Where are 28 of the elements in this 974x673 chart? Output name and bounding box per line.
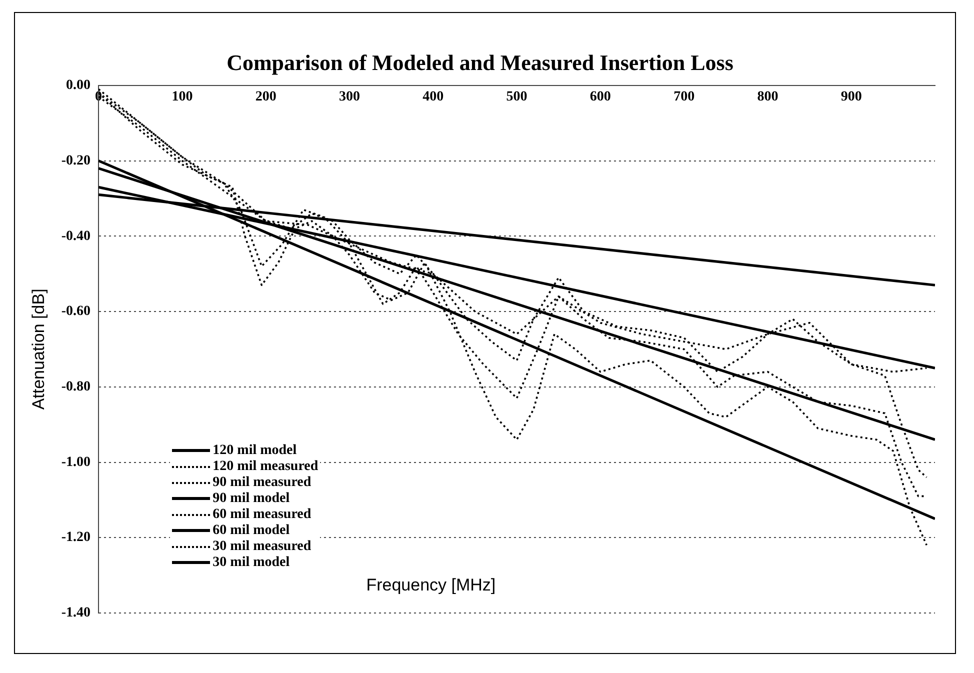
legend-label: 90 mil model: [212, 490, 290, 507]
legend-label: 120 mil measured: [212, 458, 318, 475]
x-tick-label: 200: [255, 89, 276, 104]
x-tick-label: 400: [422, 89, 444, 104]
legend-label: 120 mil model: [212, 442, 297, 459]
x-tick-label: 100: [172, 89, 193, 104]
y-tick-label: -1.40: [61, 606, 91, 621]
x-tick-label: 800: [757, 89, 778, 104]
y-tick-label: 0.00: [66, 78, 91, 94]
y-tick-label: -1.20: [61, 530, 91, 546]
legend-label: 30 mil model: [212, 554, 290, 571]
legend-label: 60 mil measured: [212, 506, 312, 523]
x-tick-label: 700: [674, 89, 695, 104]
chart-title: Comparison of Modeled and Measured Insertion Loss: [226, 50, 734, 75]
legend-label: 30 mil measured: [212, 538, 312, 555]
y-axis-title: Attenuation [dB]: [28, 288, 48, 410]
x-tick-label: 300: [338, 89, 360, 104]
y-tick-label: -0.20: [61, 153, 91, 168]
y-tick-label: -1.00: [61, 454, 91, 470]
x-tick-label: 500: [506, 89, 528, 104]
y-tick-label: -0.80: [61, 379, 91, 394]
legend-label: 60 mil model: [212, 522, 290, 539]
x-axis-title: Frequency [MHz]: [366, 576, 496, 595]
legend-label: 90 mil measured: [212, 474, 312, 491]
x-tick-label: 600: [590, 89, 611, 104]
y-tick-label: -0.60: [61, 304, 91, 320]
x-tick-label: 900: [840, 89, 862, 104]
y-tick-label: -0.40: [61, 228, 91, 244]
